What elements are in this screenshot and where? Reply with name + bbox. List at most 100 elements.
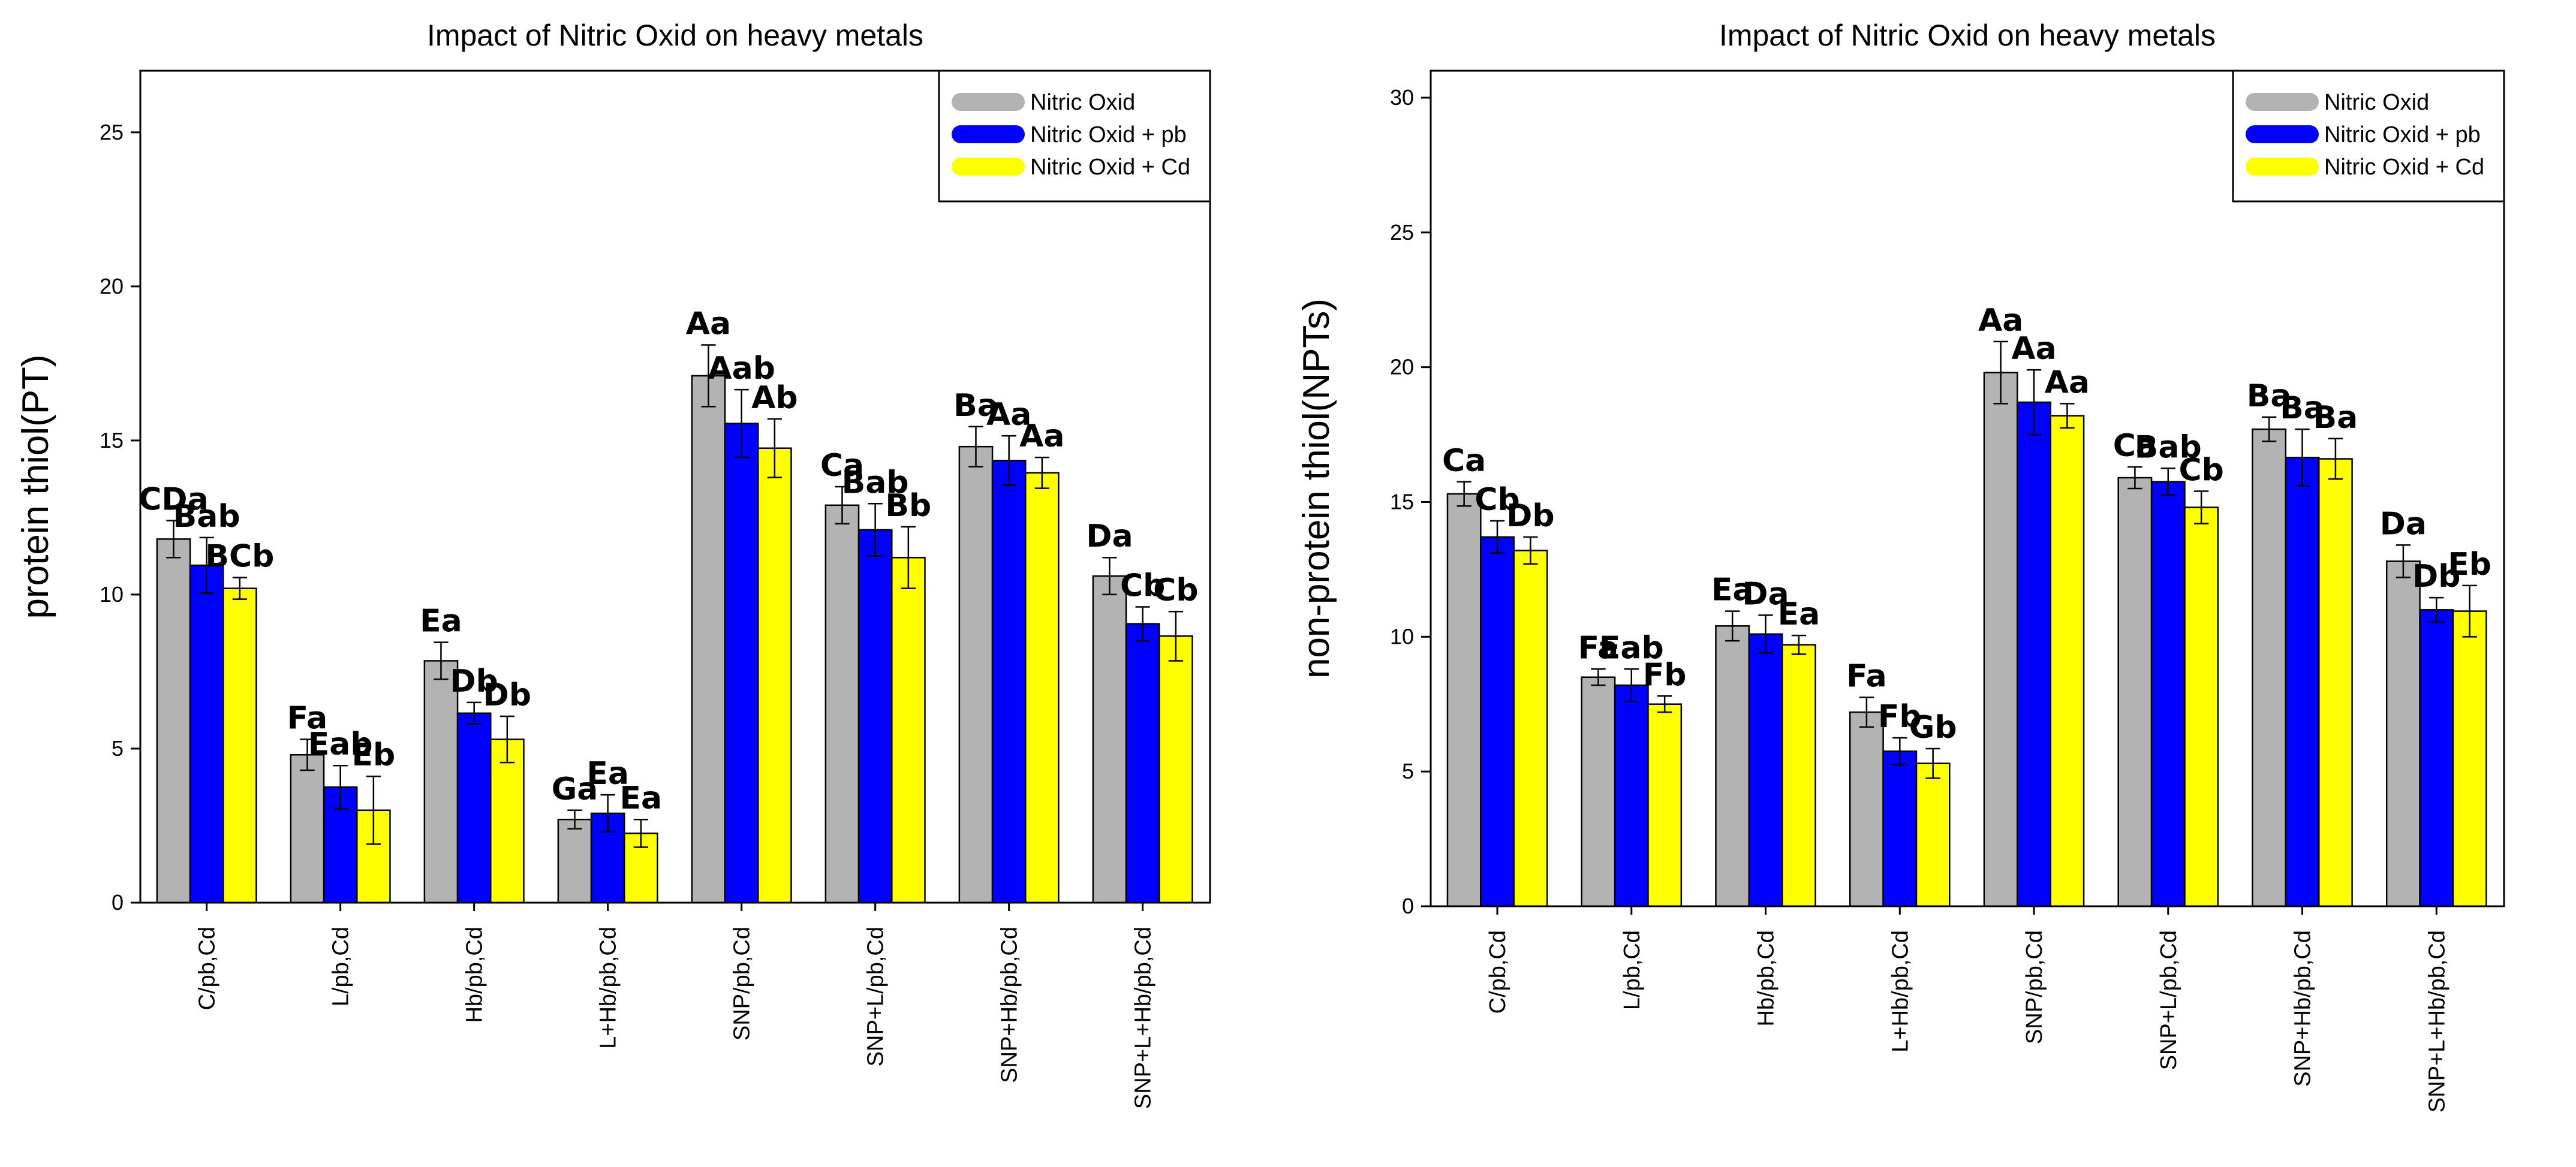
y-tick-label: 20 [1390, 355, 1414, 379]
legend: Nitric Oxid Nitric Oxid + pb Nitric Oxid +… [938, 70, 1211, 203]
x-tick-label: SNP/pb,Cd [730, 927, 755, 1041]
y-tick-label: 5 [1402, 759, 1414, 783]
bar [2419, 609, 2454, 907]
bar [557, 818, 592, 904]
significance-label: Aa [2011, 331, 2056, 367]
chart-title: Impact of Nitric Oxid on heavy metals [1719, 19, 2216, 52]
legend: Nitric Oxid Nitric Oxid + pb Nitric Oxid +… [2232, 70, 2505, 203]
y-tick-label: 0 [112, 890, 124, 915]
significance-label: Cb [1153, 572, 1198, 608]
significance-label: Aa [686, 306, 731, 342]
significance-label: Da [1742, 576, 1789, 612]
x-tick-label: C/pb,Cd [1485, 930, 1510, 1014]
significance-label: Ea [1711, 572, 1754, 608]
bar [2050, 415, 2085, 907]
legend-entry: Nitric Oxid + Cd [2324, 155, 2484, 180]
bar [1092, 575, 1127, 904]
bar [1849, 711, 1884, 907]
y-tick-label: 25 [1390, 220, 1414, 245]
y-tick-label: 15 [100, 428, 124, 453]
x-tick-label: L+Hb/pb,Cd [1888, 930, 1913, 1053]
x-tick-label: SNP+L+Hb/pb,Cd [1131, 927, 1156, 1109]
y-tick-label: 15 [1390, 489, 1414, 514]
significance-label: Ea [420, 604, 462, 640]
bar [456, 712, 492, 904]
y-axis-label: non-protein thiol(NPTs) [1296, 298, 1337, 679]
significance-label: Db [483, 677, 531, 713]
bar [1614, 684, 1649, 907]
significance-label: Ab [751, 380, 798, 416]
significance-label: Eab [308, 726, 373, 762]
bar [1983, 372, 2018, 907]
bar [423, 660, 459, 904]
significance-label: Fb [1643, 657, 1687, 693]
bar [891, 556, 926, 904]
bar [857, 529, 893, 904]
significance-label: Gb [1909, 710, 1957, 746]
bar [1125, 623, 1160, 904]
significance-label: Bab [842, 465, 909, 500]
significance-label: Ba [2247, 378, 2292, 414]
significance-label: Ca [2113, 428, 2157, 464]
x-tick-label: SNP+Hb/pb,Cd [997, 927, 1022, 1083]
bar [2017, 401, 2051, 907]
bar [1513, 550, 1548, 907]
chart-title: Impact of Nitric Oxid on heavy metals [427, 19, 923, 52]
bar [189, 564, 224, 904]
bar [2184, 506, 2219, 907]
significance-label: Aa [1019, 418, 1064, 454]
bar [958, 445, 994, 904]
significance-label: Aab [708, 351, 775, 387]
significance-label: Aa [1978, 303, 2023, 339]
y-tick-label: 10 [100, 582, 124, 607]
y-tick-label: 10 [1390, 624, 1414, 649]
bar [2252, 428, 2287, 907]
x-tick-label: Hb/pb,Cd [462, 927, 487, 1023]
significance-label: Ba [2313, 400, 2358, 436]
bar [1158, 635, 1193, 904]
bar [1715, 625, 1750, 907]
significance-label: Ea [586, 756, 629, 792]
significance-label: Db [2412, 559, 2460, 595]
bar [2318, 458, 2353, 907]
x-tick-label: L/pb,Cd [1620, 930, 1645, 1010]
x-tick-label: SNP+Hb/pb,Cd [2291, 930, 2316, 1087]
significance-label: Ea [620, 780, 663, 816]
bar [1915, 762, 1951, 907]
significance-label: BCb [205, 539, 274, 575]
significance-label: Eab [1599, 630, 1664, 666]
bar [991, 460, 1027, 904]
y-tick-label: 25 [100, 120, 124, 144]
plot-frame [139, 70, 1211, 904]
bar [2285, 457, 2320, 907]
significance-label: Eb [2448, 547, 2491, 583]
significance-label: Aa [986, 397, 1031, 433]
bar [1882, 750, 1918, 907]
x-tick-label: Hb/pb,Cd [1754, 930, 1779, 1027]
significance-label: CDa [139, 482, 208, 518]
significance-label: Da [1086, 518, 1133, 554]
bar [757, 447, 792, 904]
bar [1446, 493, 1482, 907]
x-tick-label: SNP+L+Hb/pb,Cd [2424, 930, 2449, 1112]
x-tick-label: SNP/pb,Cd [2022, 930, 2047, 1044]
y-tick-label: 5 [112, 736, 124, 761]
significance-label: Bab [2135, 429, 2202, 465]
bar [1480, 536, 1515, 907]
significance-label: Db [450, 664, 498, 699]
significance-label: Ca [1442, 443, 1486, 479]
bar [1647, 703, 1683, 907]
bar [824, 504, 860, 904]
legend-entry: Nitric Oxid + pb [1030, 122, 1187, 147]
bar [222, 587, 257, 904]
y-axis-label: protein thiol(PT) [15, 354, 56, 619]
significance-label: Ba [953, 388, 998, 424]
bar [1748, 633, 1783, 907]
legend-entry: Nitric Oxid [1030, 90, 1135, 115]
y-tick-label: 30 [1390, 85, 1414, 110]
significance-label: Cb [1120, 568, 1165, 604]
legend-entry: Nitric Oxid + Cd [1030, 155, 1190, 180]
bar [691, 375, 726, 904]
legend-entry: Nitric Oxid + pb [2324, 122, 2481, 147]
